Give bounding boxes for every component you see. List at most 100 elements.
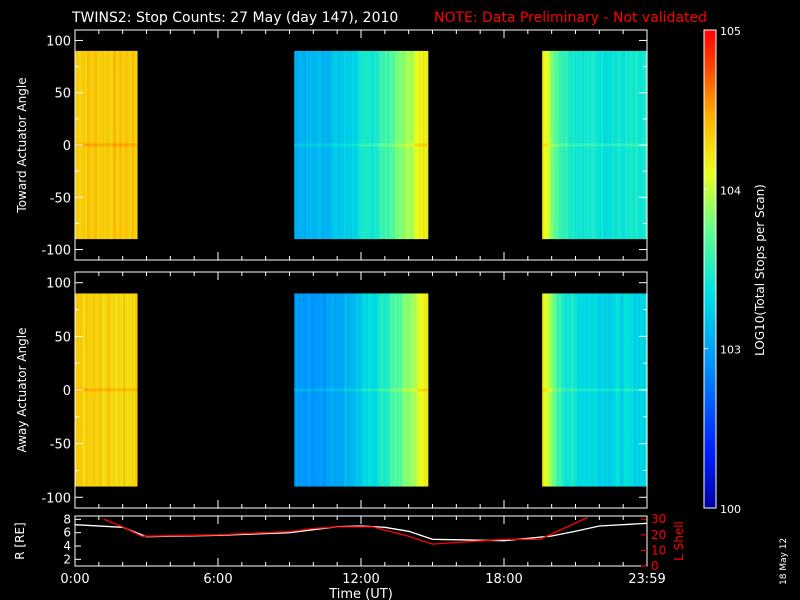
heatmap-center-band	[618, 388, 621, 392]
heatmap-center-band	[553, 143, 557, 147]
r-axis-label: R [RE]	[13, 522, 27, 559]
heatmap-center-band	[294, 143, 297, 147]
heatmap-center-band	[335, 143, 338, 147]
heatmap-center-band	[631, 388, 635, 392]
heatmap-center-band	[621, 388, 624, 392]
heatmap-center-band	[574, 143, 577, 147]
heatmap-center-band	[311, 143, 314, 147]
heatmap-center-band	[381, 388, 384, 392]
heatmap-center-band	[121, 143, 124, 147]
heatmap-center-band	[557, 388, 560, 392]
heatmap-center-band	[625, 388, 628, 392]
heatmap-center-band	[386, 388, 389, 392]
lshell-tick-label: 30	[651, 512, 666, 526]
heatmap-center-band	[319, 143, 323, 147]
heatmap-center-band	[364, 143, 367, 147]
colorbar-tick-label: 100	[720, 503, 741, 516]
heatmap-center-band	[114, 143, 117, 147]
heatmap-center-band	[331, 388, 335, 392]
heatmap-center-band	[354, 143, 357, 147]
heatmap-center-band	[591, 143, 594, 147]
panel-away-ylabel: Away Actuator Angle	[15, 327, 29, 452]
heatmap-center-band	[414, 388, 417, 392]
heatmap-center-band	[383, 143, 386, 147]
heatmap-center-band	[100, 143, 104, 147]
heatmap-center-band	[398, 388, 401, 392]
heatmap-center-band	[633, 388, 636, 392]
heatmap-center-band	[426, 388, 429, 392]
heatmap-center-band	[311, 388, 314, 392]
x-tick-label: 0:00	[60, 572, 89, 587]
heatmap-center-band	[100, 388, 104, 392]
heatmap-center-band	[326, 143, 330, 147]
heatmap-center-band	[297, 143, 300, 147]
heatmap-center-band	[559, 388, 562, 392]
panel-orbit-lines	[74, 517, 648, 545]
colorbar-tick-label: 103	[720, 344, 741, 357]
heatmap-center-band	[316, 143, 319, 147]
heatmap-center-band	[424, 143, 427, 147]
heatmap-center-band	[109, 143, 112, 147]
r-tick-label: 4	[63, 539, 71, 553]
heatmap-center-band	[613, 143, 616, 147]
heatmap-center-band	[304, 143, 307, 147]
heatmap-center-band	[417, 143, 420, 147]
heatmap-center-band	[295, 143, 299, 147]
heatmap-center-band	[109, 388, 112, 392]
heatmap-center-band	[328, 388, 331, 392]
heatmap-center-band	[587, 143, 591, 147]
heatmap-center-band	[572, 388, 575, 392]
heatmap-center-band	[584, 388, 587, 392]
heatmap-center-band	[309, 388, 312, 392]
heatmap-center-band	[606, 388, 609, 392]
heatmap-center-band	[614, 143, 618, 147]
heatmap-center-band	[619, 388, 623, 392]
heatmap-center-band	[299, 143, 302, 147]
heatmap-center-band	[581, 143, 584, 147]
heatmap-center-band	[582, 388, 586, 392]
heatmap-center-band	[570, 388, 574, 392]
heatmap-center-band	[591, 388, 594, 392]
heatmap-center-band	[618, 143, 621, 147]
heatmap-center-band	[547, 143, 550, 147]
heatmap-center-band	[628, 388, 631, 392]
heatmap-center-band	[92, 143, 95, 147]
heatmap-center-band	[302, 388, 306, 392]
heatmap-center-band	[555, 143, 558, 147]
heatmap-center-band	[548, 388, 552, 392]
x-tick-label: 6:00	[203, 572, 232, 587]
heatmap-center-band	[350, 143, 354, 147]
heatmap-center-band	[105, 143, 109, 147]
r-series-line	[74, 522, 648, 542]
heatmap-center-band	[410, 388, 413, 392]
heatmap-center-band	[294, 388, 297, 392]
heatmap-center-band	[105, 388, 109, 392]
heatmap-center-band	[99, 143, 102, 147]
heatmap-center-band	[114, 388, 117, 392]
heatmap-center-band	[564, 143, 567, 147]
heatmap-center-band	[407, 143, 410, 147]
heatmap-center-band	[635, 143, 638, 147]
heatmap-center-band	[97, 143, 100, 147]
heatmap-center-band	[552, 143, 555, 147]
heatmap-center-band	[543, 143, 547, 147]
heatmap-center-band	[626, 143, 629, 147]
heatmap-center-band	[371, 388, 374, 392]
heatmap-center-band	[102, 143, 105, 147]
heatmap-center-band	[396, 143, 400, 147]
heatmap-center-band	[548, 143, 552, 147]
heatmap-center-band	[381, 143, 384, 147]
heatmap-center-band	[412, 388, 415, 392]
heatmap-center-band	[400, 388, 403, 392]
heatmap-center-band	[340, 143, 343, 147]
x-tick-label: 18:00	[485, 572, 522, 587]
ytick-label: -50	[50, 191, 71, 206]
colorbar-gradient	[704, 30, 716, 508]
heatmap-center-band	[613, 388, 616, 392]
heatmap-center-band	[579, 388, 582, 392]
heatmap-center-band	[118, 388, 121, 392]
heatmap-center-band	[408, 388, 412, 392]
x-tick-label: 23:59	[628, 572, 665, 587]
